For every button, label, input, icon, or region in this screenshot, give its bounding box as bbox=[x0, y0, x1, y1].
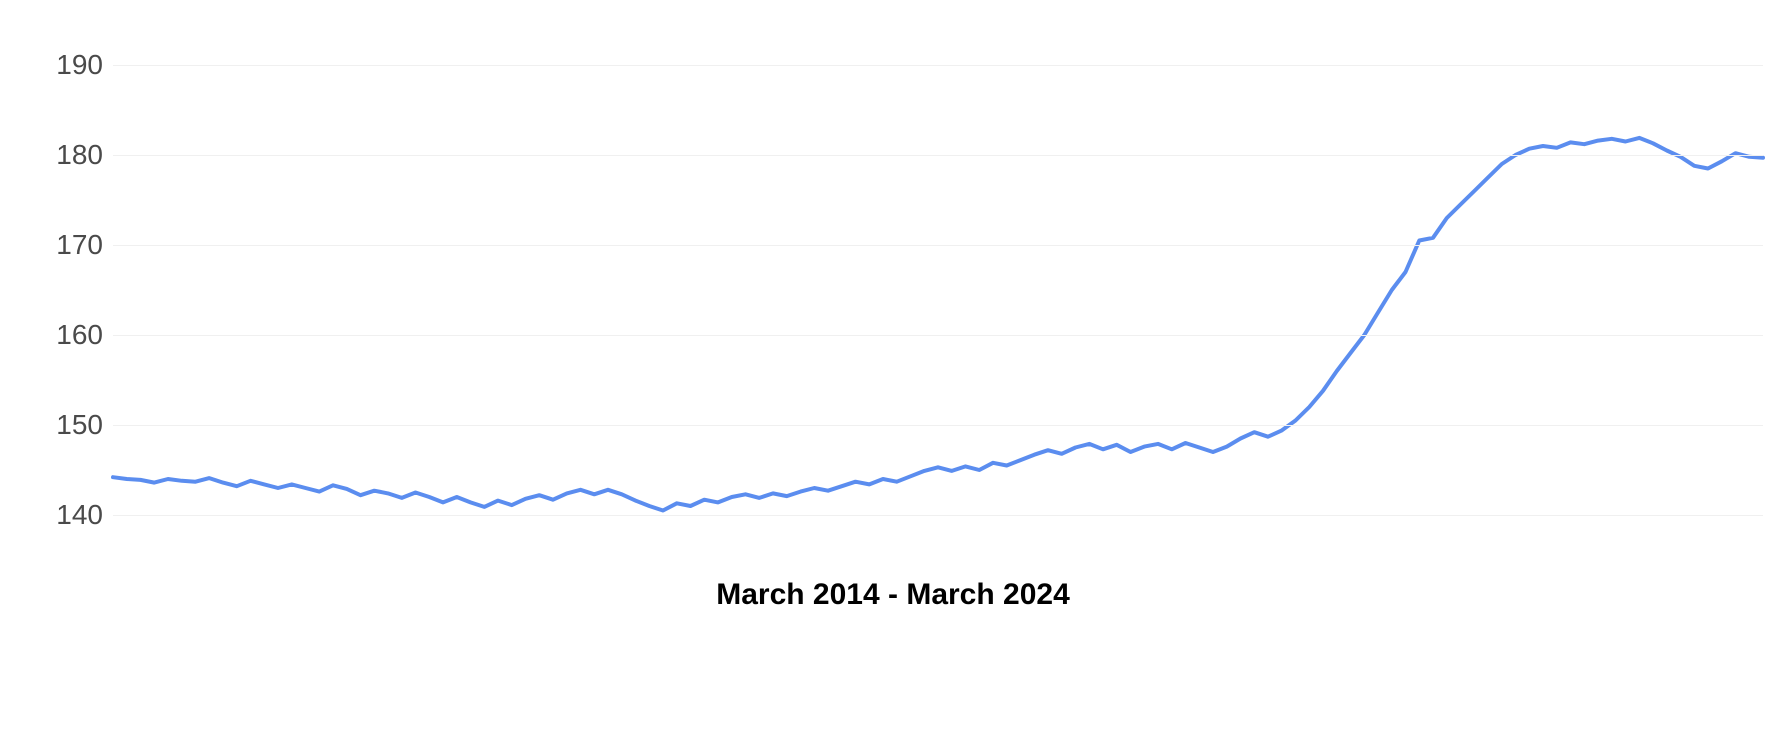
line-chart: March 2014 - March 2024 140 150 160 170 180 1… bbox=[0, 0, 1786, 742]
y-tick-label: 170 bbox=[0, 229, 103, 261]
y-tick-label: 150 bbox=[0, 409, 103, 441]
y-tick-label: 190 bbox=[0, 49, 103, 81]
y-tick-label: 140 bbox=[0, 499, 103, 531]
y-tick-label: 160 bbox=[0, 319, 103, 351]
y-tick-label: 180 bbox=[0, 139, 103, 171]
plot-area bbox=[113, 20, 1763, 560]
gridline bbox=[113, 245, 1763, 246]
series-line bbox=[113, 20, 1763, 560]
x-axis-label: March 2014 - March 2024 bbox=[0, 578, 1786, 612]
gridline bbox=[113, 155, 1763, 156]
gridline bbox=[113, 335, 1763, 336]
gridline bbox=[113, 515, 1763, 516]
gridline bbox=[113, 425, 1763, 426]
gridline bbox=[113, 65, 1763, 66]
series-polyline bbox=[113, 138, 1763, 511]
